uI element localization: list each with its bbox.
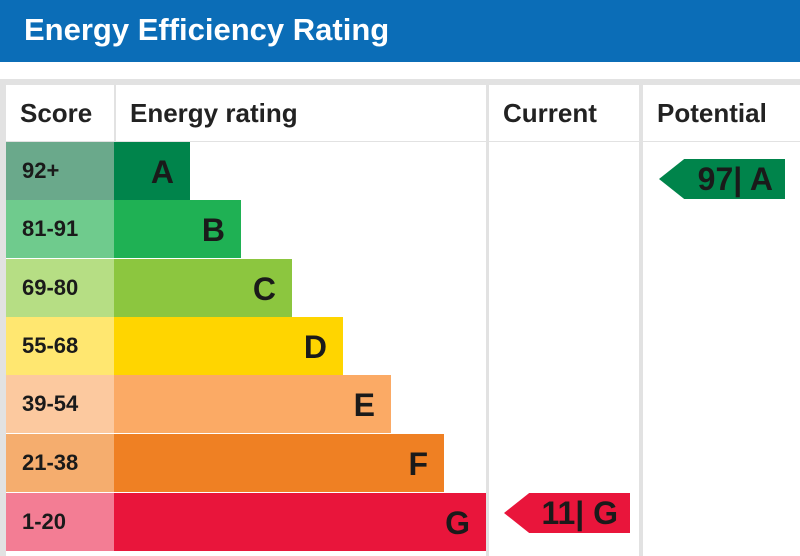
potential-column <box>643 142 800 556</box>
column-header-score: Score <box>6 85 114 141</box>
band-score-d: 55-68 <box>6 317 114 375</box>
band-score-f: 21-38 <box>6 434 114 492</box>
column-header-potential: Potential <box>643 85 800 141</box>
band-score-g: 1-20 <box>6 493 114 551</box>
band-bar-g: G <box>114 493 486 551</box>
band-bar-f: F <box>114 434 444 492</box>
potential-rating-pointer: 97| A <box>659 159 785 199</box>
band-score-e: 39-54 <box>6 375 114 433</box>
potential-rating-label: 97| A <box>697 161 773 197</box>
band-bar-b: B <box>114 200 241 258</box>
band-bar-a: A <box>114 142 190 200</box>
chart-title: Energy Efficiency Rating <box>24 12 390 47</box>
band-score-a: 92+ <box>6 142 114 200</box>
current-rating-label: 11| G <box>541 495 618 531</box>
current-column <box>489 142 639 556</box>
band-score-b: 81-91 <box>6 200 114 258</box>
band-bar-c: C <box>114 259 292 317</box>
chart-header: Energy Efficiency Rating <box>0 0 800 62</box>
column-header-rating: Energy rating <box>116 85 486 141</box>
column-header-current: Current <box>489 85 639 141</box>
rating-table: Score Energy rating Current Potential 92… <box>0 79 800 556</box>
band-bar-d: D <box>114 317 343 375</box>
band-score-c: 69-80 <box>6 259 114 317</box>
current-rating-pointer: 11| G <box>504 493 630 533</box>
band-bar-e: E <box>114 375 391 433</box>
